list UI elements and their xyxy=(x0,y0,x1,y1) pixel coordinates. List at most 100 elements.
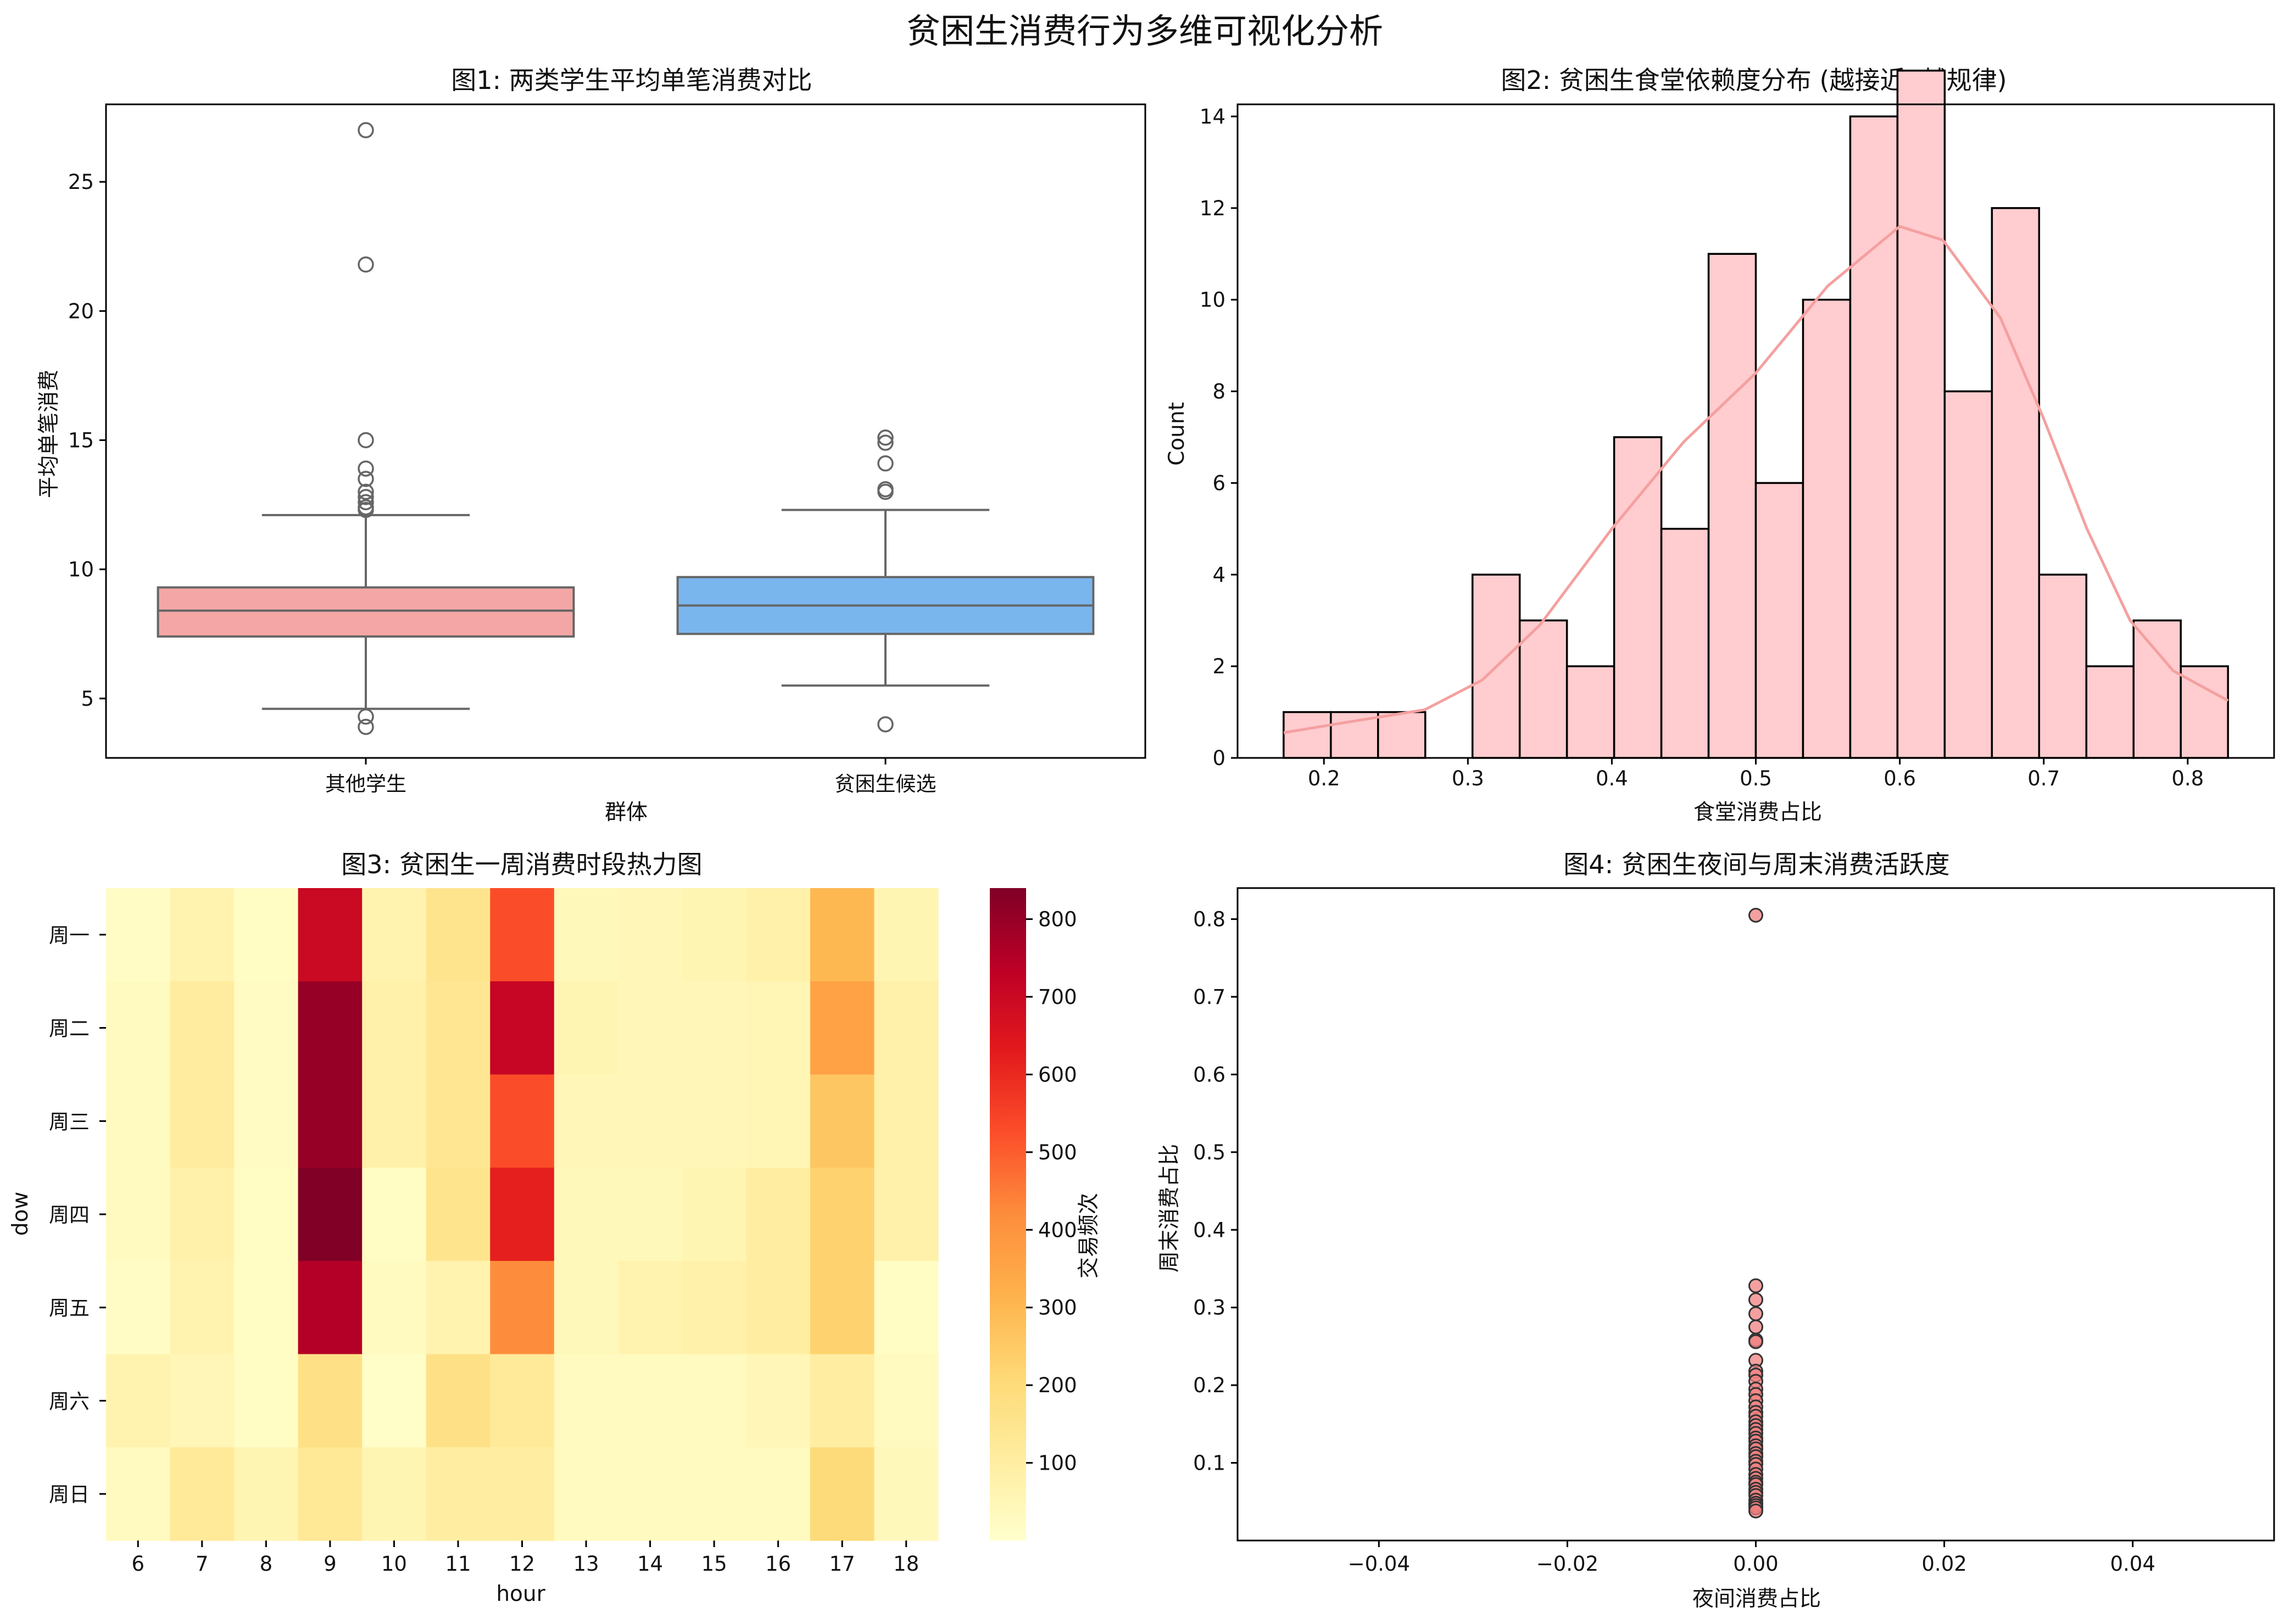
panel2-xlabel: 食堂消费占比 xyxy=(1693,800,1822,825)
panel4-title: 图4: 贫困生夜间与周末消费活跃度 xyxy=(1563,850,1949,879)
hist-bar xyxy=(1660,528,1710,759)
colorbar-tick-label: 200 xyxy=(1038,1374,1077,1397)
heatmap-cell xyxy=(234,981,299,1075)
panel3-title: 图3: 贫困生一周消费时段热力图 xyxy=(341,850,702,879)
heatmap-cell xyxy=(682,1447,746,1541)
heatmap-cell xyxy=(426,888,491,982)
y-tick-label: 周三 xyxy=(49,1110,90,1134)
hist-bar xyxy=(2085,665,2135,759)
heatmap-cell xyxy=(234,1260,299,1355)
x-tick-label: 14 xyxy=(637,1552,663,1576)
heatmap-cell xyxy=(746,1074,811,1168)
heatmap-cell xyxy=(810,1074,875,1168)
heatmap-cell xyxy=(618,1354,683,1448)
panel-scatter: 图4: 贫困生夜间与周末消费活跃度 夜间消费占比 周末消费占比 −0.04 −0.… xyxy=(1157,850,2275,1611)
y-tick-label: 10 xyxy=(1200,288,1225,312)
y-tick-label: 5 xyxy=(81,687,94,711)
heatmap-cell xyxy=(490,1168,555,1262)
heatmap-cell xyxy=(618,1447,683,1541)
hist-bar xyxy=(1707,253,1757,759)
plot-frame xyxy=(1236,887,2275,1542)
heatmap-cell xyxy=(170,888,235,982)
x-tick-label: 0.02 xyxy=(1921,1552,1966,1576)
heatmap-cell xyxy=(746,981,811,1075)
heatmap-cell xyxy=(810,888,875,982)
y-tick-label: 6 xyxy=(1212,471,1225,495)
heatmap-cell xyxy=(170,981,235,1075)
y-tick-label: 15 xyxy=(68,428,94,452)
heatmap-cell xyxy=(874,981,939,1075)
heatmap-cell xyxy=(234,1447,299,1541)
heatmap-cell xyxy=(362,1354,427,1448)
heatmap-cell xyxy=(490,1074,555,1168)
heatmap-cell xyxy=(298,1354,363,1448)
outlier-point xyxy=(358,432,374,449)
colorbar-tick-label: 500 xyxy=(1038,1141,1077,1164)
heatmap-cell xyxy=(298,1168,363,1262)
x-tick-label: 0.00 xyxy=(1733,1552,1778,1576)
y-tick-label: 0.7 xyxy=(1193,985,1225,1009)
outlier-point xyxy=(358,501,374,518)
heatmap-cell xyxy=(554,888,619,982)
heatmap-cell xyxy=(170,1354,235,1448)
x-tick-label: 12 xyxy=(509,1552,535,1576)
heatmap-cell xyxy=(810,1447,875,1541)
heatmap-cell xyxy=(234,1168,299,1262)
x-tick-label: 0.6 xyxy=(1884,767,1916,790)
heatmap-cell xyxy=(746,888,811,982)
heatmap-cell xyxy=(362,1074,427,1168)
y-tick-label: 12 xyxy=(1200,197,1225,220)
y-tick-label: 10 xyxy=(68,558,94,582)
outlier-point xyxy=(877,716,894,733)
heatmap-cell xyxy=(106,1447,171,1541)
hist-bar xyxy=(2132,619,2182,759)
panel-boxplot: 图1: 两类学生平均单笔消费对比 群体 平均单笔消费 5 10 15 20 25 其他学生… xyxy=(37,65,1146,825)
panel-heatmap: 图3: 贫困生一周消费时段热力图 hour dow 交易频次 6 7 8 9 10 11 1… xyxy=(8,850,1101,1606)
y-tick-label: 8 xyxy=(1212,380,1225,404)
heatmap-cell xyxy=(618,981,683,1075)
x-tick-label: 8 xyxy=(260,1552,273,1576)
panel-histogram: 图2: 贫困生食堂依赖度分布 (越接近1越规律) 食堂消费占比 Count 0.… xyxy=(1164,65,2275,825)
panel1-title: 图1: 两类学生平均单笔消费对比 xyxy=(451,65,812,95)
heatmap-cell xyxy=(682,981,746,1075)
heatmap-cell xyxy=(426,1168,491,1262)
hist-bar xyxy=(1991,207,2041,759)
heatmap-cell xyxy=(874,1260,939,1355)
heatmap-cell xyxy=(362,1168,427,1262)
heatmap-cell xyxy=(490,888,555,982)
heatmap-cell xyxy=(554,1260,619,1355)
outlier-point xyxy=(358,708,374,725)
heatmap-cell xyxy=(106,1260,171,1355)
outlier-point xyxy=(877,455,894,472)
hist-bar xyxy=(1565,665,1615,759)
y-tick-label: 14 xyxy=(1200,105,1225,129)
outlier-point xyxy=(877,434,894,451)
heatmap-cell xyxy=(810,1354,875,1448)
x-tick-label: 0.5 xyxy=(1740,767,1772,790)
colorbar-tick-label: 700 xyxy=(1038,985,1077,1009)
x-tick-label: 0.4 xyxy=(1596,767,1628,790)
x-tick-label: −0.02 xyxy=(1536,1552,1598,1576)
heatmap-cell xyxy=(170,1447,235,1541)
y-tick-label: 周四 xyxy=(49,1203,90,1227)
heatmap-cell xyxy=(106,1354,171,1448)
hist-bar xyxy=(1754,482,1804,759)
outlier-point xyxy=(358,256,374,273)
plot-frame xyxy=(105,103,1146,759)
colorbar-tick-label: 300 xyxy=(1038,1296,1077,1320)
x-tick-label: 13 xyxy=(573,1552,599,1576)
x-tick-label: 0.7 xyxy=(2027,767,2060,790)
hist-bar xyxy=(1518,619,1568,759)
heatmap-cell xyxy=(426,1354,491,1448)
y-tick-label: 0.2 xyxy=(1193,1374,1225,1397)
scatter-point xyxy=(1748,1292,1763,1308)
outlier-point xyxy=(877,483,894,500)
x-tick-label: −0.04 xyxy=(1348,1552,1410,1576)
heatmap-cell xyxy=(362,888,427,982)
scatter-point xyxy=(1748,1306,1763,1321)
hist-bar xyxy=(1849,115,1899,759)
heatmap-cell xyxy=(682,1260,746,1355)
box-iqr xyxy=(157,586,575,638)
y-tick-label: 0.8 xyxy=(1193,908,1225,931)
panel1-xlabel: 群体 xyxy=(605,800,648,825)
